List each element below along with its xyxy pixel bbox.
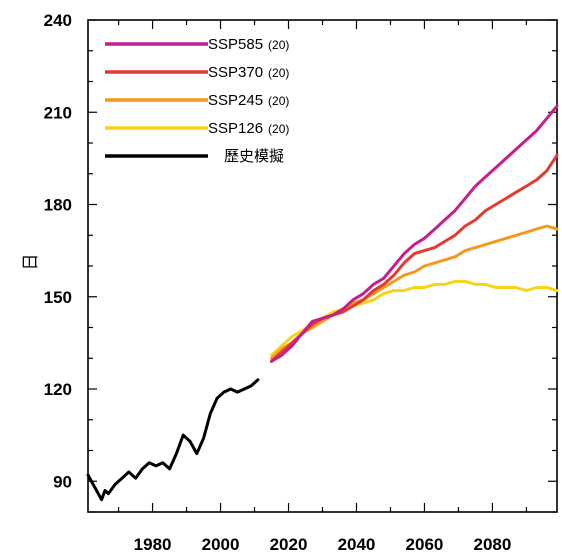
legend-label: SSP370 (20) xyxy=(208,64,289,81)
legend: SSP585 (20) SSP370 (20) SSP245 (20) SSP126 (20)… xyxy=(105,36,289,165)
legend-count: (20) xyxy=(268,94,289,108)
legend-count: (20) xyxy=(268,38,289,52)
x-tick-label: 1980 xyxy=(134,535,172,553)
legend-label: SSP245 (20) xyxy=(208,92,289,109)
legend-count: (20) xyxy=(268,66,289,80)
y-tick-label: 240 xyxy=(44,11,72,30)
y-tick-label: 180 xyxy=(44,196,72,215)
x-axis: 1980 2000 2020 2040 2060 2080 xyxy=(117,20,528,553)
x-tick-label: 2080 xyxy=(474,535,512,553)
y-axis-label: 日 xyxy=(21,254,41,271)
y-axis: 90 120 150 180 210 240 xyxy=(44,11,557,513)
series-line-ssp245 xyxy=(270,224,559,360)
y-tick-label: 90 xyxy=(53,472,72,491)
legend-label: SSP585 (20) xyxy=(208,36,289,53)
x-tick-label: 2020 xyxy=(270,535,308,553)
y-tick-label: 120 xyxy=(44,380,72,399)
x-tick-label: 2040 xyxy=(338,535,376,553)
series-lines xyxy=(86,104,559,502)
x-tick-label: 2000 xyxy=(202,535,240,553)
legend-label: 歷史模擬 xyxy=(224,148,284,165)
series-line-ssp585 xyxy=(270,104,559,363)
x-tick-label: 2060 xyxy=(406,535,444,553)
series-line-ssp370 xyxy=(270,153,559,363)
series-line-historical xyxy=(86,378,260,502)
legend-label: SSP126 (20) xyxy=(208,120,289,137)
series-line-ssp126 xyxy=(270,279,559,357)
y-tick-label: 210 xyxy=(44,103,72,122)
legend-count: (20) xyxy=(268,122,289,136)
plot-frame xyxy=(87,19,558,513)
y-tick-label: 150 xyxy=(44,288,72,307)
